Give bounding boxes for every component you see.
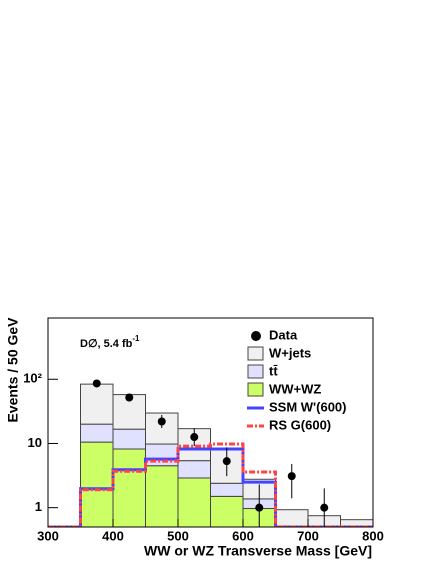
- annotation: D∅, 5.4 fb-1: [80, 334, 140, 350]
- stack-bar: [80, 383, 114, 425]
- x-tick-label: 300: [37, 528, 59, 543]
- stack-bar: [80, 441, 114, 527]
- y-tick-label: 1: [35, 499, 42, 514]
- y-tick-label: 10: [28, 435, 42, 450]
- legend-label: tt̄: [269, 363, 278, 378]
- legend-swatch: [247, 364, 264, 379]
- annotation-sup: -1: [132, 334, 140, 343]
- x-tick-label: 500: [167, 528, 189, 543]
- data-point: [287, 472, 296, 481]
- data-point: [125, 393, 134, 402]
- data-point: [320, 503, 329, 512]
- y-axis-label: Events / 50 GeV: [5, 317, 21, 423]
- legend-label: W+jets: [269, 345, 311, 360]
- legend-label: RS G(600): [269, 417, 331, 432]
- x-tick-label: 600: [232, 528, 254, 543]
- plot-area: [48, 379, 373, 527]
- stack-bar: [210, 495, 244, 527]
- legend-label: Data: [269, 327, 298, 342]
- stack-bar: [340, 519, 373, 527]
- stack-bar: [177, 460, 211, 479]
- plot-frame: [47, 317, 374, 528]
- x-tick-label: 700: [297, 528, 319, 543]
- data-point: [157, 417, 166, 426]
- stack-bar: [80, 423, 114, 443]
- stack-bar: [145, 465, 179, 527]
- annotation-text: D∅, 5.4 fb: [80, 338, 133, 350]
- stack-bar: [177, 477, 211, 527]
- stack-bar: [210, 482, 244, 497]
- data-point: [92, 379, 101, 388]
- legend-swatch: [247, 382, 264, 397]
- stack-bar: [112, 428, 146, 450]
- x-tick-label: 800: [362, 528, 384, 543]
- legend-label: WW+WZ: [269, 381, 321, 396]
- y-tick-label: 10²: [23, 371, 42, 386]
- data-point: [255, 503, 264, 512]
- signal-line: [48, 442, 373, 527]
- legend-swatch: [247, 346, 264, 361]
- legend-label: SSM W'(600): [269, 399, 347, 414]
- data-point: [222, 457, 231, 466]
- legend-marker: [251, 331, 261, 341]
- x-tick-label: 400: [102, 528, 124, 543]
- stack-bar: [112, 448, 146, 527]
- x-axis-label: WW or WZ Transverse Mass [GeV]: [144, 543, 372, 559]
- data-point: [190, 433, 199, 442]
